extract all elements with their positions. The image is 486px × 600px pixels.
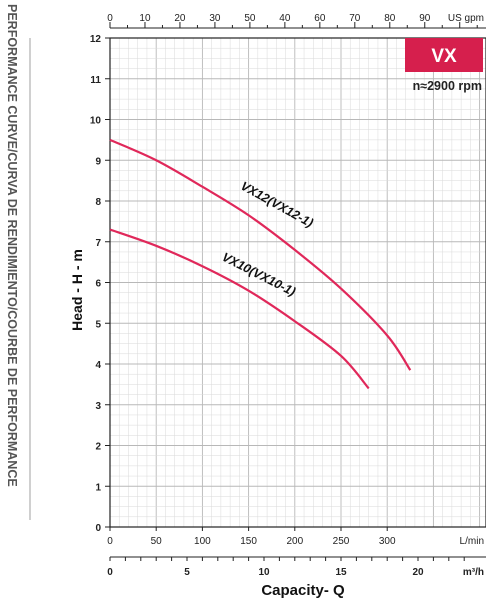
top-tick-label: 80 xyxy=(384,13,396,24)
top-tick-label: 50 xyxy=(244,13,256,24)
m3h-tick-label: 5 xyxy=(184,567,190,578)
lmin-tick-label: 250 xyxy=(333,536,350,547)
y-tick-label: 10 xyxy=(90,116,102,127)
y-tick-label: 11 xyxy=(90,75,101,86)
y-tick-label: 6 xyxy=(95,279,101,290)
top-axis-unit: US gpm xyxy=(448,13,484,24)
y-tick-label: 2 xyxy=(95,442,101,453)
lmin-tick-label: 300 xyxy=(379,536,396,547)
m3h-tick-label: 15 xyxy=(335,567,347,578)
y-tick-label: 0 xyxy=(95,523,101,534)
speed-label: n≈2900 rpm xyxy=(413,79,482,93)
y-tick-label: 1 xyxy=(95,482,101,493)
top-tick-label: 70 xyxy=(349,13,361,24)
curve-label-2: VX10(VX10-1) xyxy=(220,250,298,299)
top-tick-label: 30 xyxy=(209,13,221,24)
top-tick-label: 40 xyxy=(279,13,291,24)
grid xyxy=(109,37,486,528)
m3h-tick-label: 10 xyxy=(258,567,270,578)
model-badge-text: VX xyxy=(431,46,457,67)
lmin-tick-label: 50 xyxy=(151,536,163,547)
top-tick-label: 90 xyxy=(419,13,431,24)
model-badge xyxy=(405,38,483,72)
lmin-axis-unit: L/min xyxy=(460,536,484,547)
y-tick-label: 12 xyxy=(90,34,102,45)
lmin-tick-label: 200 xyxy=(286,536,303,547)
lmin-tick-label: 150 xyxy=(240,536,257,547)
y-axis-title: Head - H - m xyxy=(69,249,85,331)
m3h-tick-label: 20 xyxy=(412,567,424,578)
curve-1 xyxy=(109,138,412,371)
m3h-axis-unit: m³/h xyxy=(463,567,484,578)
x-axis-title: Capacity- Q xyxy=(261,582,345,599)
curve-2 xyxy=(109,228,370,390)
lmin-tick-label: 100 xyxy=(194,536,211,547)
y-tick-label: 5 xyxy=(95,319,101,330)
m3h-tick-label: 0 xyxy=(107,567,113,578)
lmin-tick-label: 0 xyxy=(107,536,113,547)
side-title: PERFORMANCE CURVE/CURVA DE RENDIMIENTO/C… xyxy=(5,4,19,487)
top-tick-label: 10 xyxy=(139,13,151,24)
y-tick-label: 3 xyxy=(95,401,101,412)
top-tick-label: 20 xyxy=(174,13,186,24)
y-tick-label: 4 xyxy=(95,360,101,371)
top-tick-label: 0 xyxy=(107,13,113,24)
y-tick-label: 8 xyxy=(95,197,101,208)
curves: VX12(VX12-1)VX10(VX10-1) xyxy=(109,138,412,390)
top-tick-label: 60 xyxy=(314,13,326,24)
y-tick-label: 9 xyxy=(95,156,101,167)
y-tick-label: 7 xyxy=(95,238,101,249)
